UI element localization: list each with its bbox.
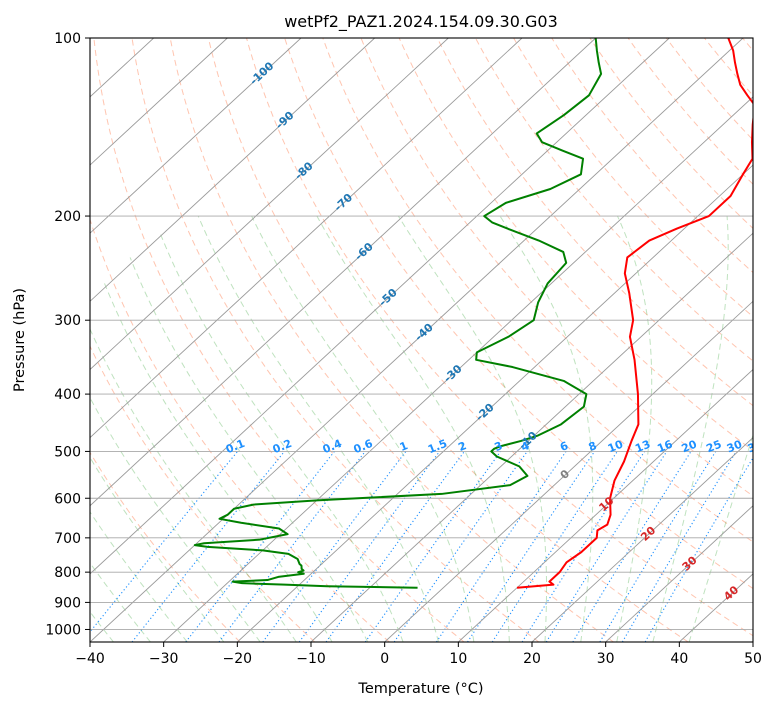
- isotherm: [237, 164, 753, 642]
- y-tick-label: 1000: [45, 622, 81, 638]
- x-axis: −40 −30 −20 −10 0 10 20 30 40 50: [75, 642, 762, 667]
- dry-adiabat: [169, 38, 614, 642]
- isotherm: [90, 38, 523, 439]
- moist-adiabat: [90, 396, 261, 642]
- dry-adiabat: [284, 38, 753, 590]
- mixing-ratio-line: [298, 451, 441, 642]
- mixing-ratio-line: [393, 451, 528, 642]
- y-tick-label: 200: [54, 209, 81, 225]
- x-tick-label: 20: [523, 651, 541, 667]
- mixing-ratio-label: 1: [398, 439, 410, 454]
- moist-adiabat: [652, 216, 729, 642]
- dry-adiabat: [322, 38, 753, 543]
- isotherm: [310, 232, 753, 642]
- dry-adiabat: [475, 38, 753, 362]
- sounding-series: [193, 38, 753, 589]
- moist-adiabat: [90, 456, 225, 642]
- moist-adiabat: [397, 215, 548, 642]
- x-tick-label: 10: [449, 651, 467, 667]
- mixing-ratio-line: [262, 451, 407, 642]
- dry-adiabat: [90, 218, 390, 642]
- moist-adiabat: [499, 215, 594, 642]
- mixing-ratio-line: [572, 451, 692, 642]
- dry-adiabat: [90, 451, 241, 642]
- mixing-ratio-line: [467, 451, 596, 642]
- mixing-ratio-label: 16: [655, 438, 674, 456]
- x-tick-label: −40: [75, 651, 105, 667]
- mixing-ratio-line: [218, 451, 366, 642]
- background-lines: [90, 38, 753, 642]
- dry-adiabat: [93, 38, 465, 642]
- dry-adiabat: [436, 38, 753, 407]
- dry-adiabat: [398, 38, 753, 452]
- x-tick-label: 30: [597, 651, 615, 667]
- temperature-profile: [516, 38, 753, 589]
- dry-adiabat: [551, 38, 753, 274]
- y-tick-label: 700: [54, 531, 81, 547]
- plot-frame: [89, 37, 754, 643]
- isotherm: [90, 38, 302, 234]
- moist-adiabat: [316, 215, 510, 642]
- isotherm: [163, 96, 753, 642]
- mixing-ratio-line: [521, 451, 646, 642]
- y-tick-label: 400: [54, 387, 81, 403]
- mixing-ratio-label: 8: [587, 439, 599, 454]
- x-tick-label: −30: [149, 651, 179, 667]
- moist-adiabat: [197, 215, 439, 642]
- dry-adiabat: [207, 38, 689, 642]
- x-tick-label: −20: [223, 651, 253, 667]
- y-tick-label: 600: [54, 491, 81, 507]
- moist-adiabat: [251, 215, 475, 642]
- mixing-ratio-label: 2: [456, 439, 468, 454]
- dry-adiabat: [513, 38, 753, 318]
- y-axis-label: Pressure (hPa): [12, 288, 28, 392]
- mixing-ratio-label: 10: [606, 438, 625, 456]
- moist-adiabat: [90, 611, 114, 642]
- mixing-ratio-label: 30: [725, 438, 744, 456]
- y-tick-label: 800: [54, 565, 81, 581]
- chart-title: wetPf2_PAZ1.2024.154.09.30.G03: [284, 12, 558, 32]
- moist-adiabat: [160, 234, 404, 642]
- y-tick-label: 300: [54, 313, 81, 329]
- mixing-ratio-label: 13: [633, 438, 652, 456]
- y-axis: 100 200 300 400 500 600 700 800 900 1000: [45, 31, 90, 638]
- y-tick-label: 900: [54, 595, 81, 611]
- y-tick-label: 100: [54, 31, 81, 47]
- mixing-ratio-label: 25: [704, 438, 723, 456]
- isotherm: [90, 38, 597, 507]
- mixing-ratio-label: 36: [746, 438, 765, 456]
- isotherm: [90, 38, 670, 575]
- dry-adiabat: [360, 38, 753, 497]
- isotherm: [458, 368, 753, 642]
- isotherm: [90, 38, 228, 166]
- mixing-ratio-line: [435, 451, 567, 642]
- isotherm: [531, 436, 753, 642]
- x-tick-label: 40: [670, 651, 688, 667]
- isotherm: [90, 38, 449, 371]
- moist-adiabat: [104, 283, 333, 642]
- x-tick-label: −10: [296, 651, 326, 667]
- mixing-ratio-label: 20: [680, 438, 699, 456]
- mixing-ratio-line: [491, 451, 618, 642]
- isotherm: [384, 300, 753, 642]
- x-tick-label: 0: [380, 651, 389, 667]
- isotherm: [90, 38, 376, 302]
- isotherm: [605, 505, 753, 642]
- mixing-ratio-label: 3: [493, 439, 505, 454]
- dry-adiabat: [627, 38, 753, 185]
- dewpoint-profile: [193, 38, 603, 589]
- mixing-ratio-line: [90, 451, 239, 633]
- x-axis-label: Temperature (°C): [357, 681, 483, 697]
- isotherm: [90, 38, 744, 642]
- x-tick-label: 50: [744, 651, 762, 667]
- y-tick-label: 500: [54, 444, 81, 460]
- dry-adiabat: [131, 38, 540, 642]
- moist-adiabat: [616, 215, 653, 642]
- mixing-ratio-line: [599, 451, 717, 642]
